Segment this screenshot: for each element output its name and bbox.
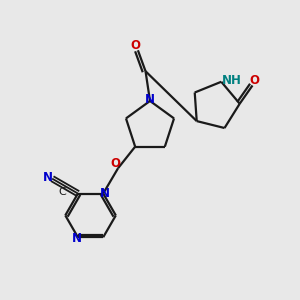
Text: O: O (110, 157, 120, 170)
Text: O: O (130, 39, 140, 52)
Text: N: N (100, 187, 110, 200)
Text: NH: NH (222, 74, 242, 87)
Text: N: N (43, 171, 53, 184)
Text: N: N (71, 232, 81, 245)
Text: C: C (58, 187, 66, 197)
Text: O: O (249, 74, 259, 87)
Text: N: N (145, 93, 155, 106)
